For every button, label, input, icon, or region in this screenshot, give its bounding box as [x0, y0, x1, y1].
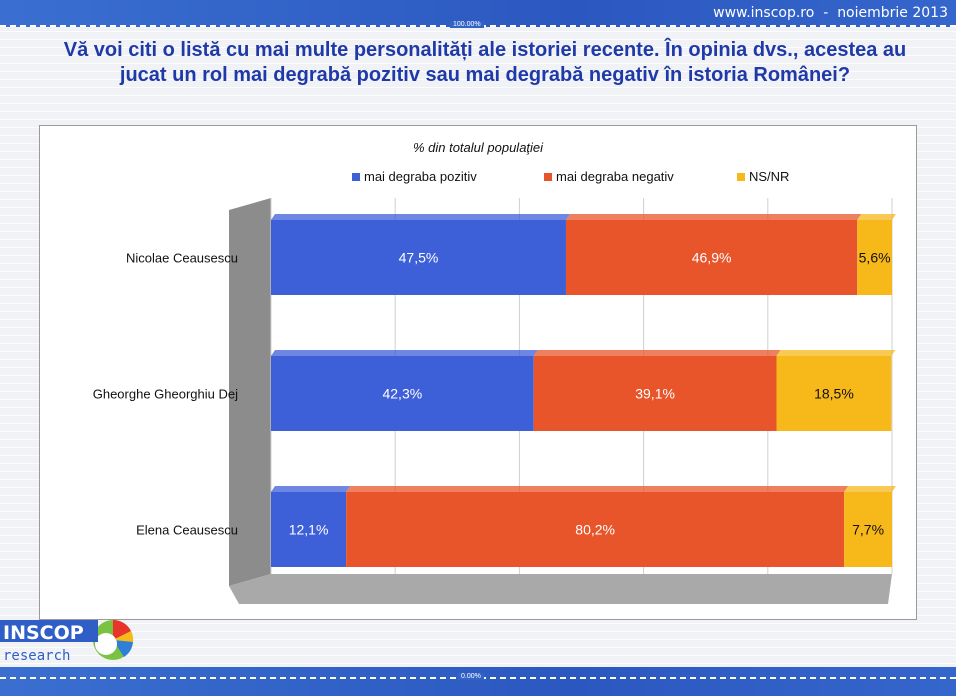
- data-label: 47,5%: [399, 250, 439, 266]
- bar-top-3: [857, 214, 896, 220]
- legend-label-1: mai degraba pozitiv: [364, 169, 477, 184]
- chart-subtitle: % din totalul populaţiei: [413, 140, 544, 155]
- bar-segment-1: [271, 356, 534, 431]
- legend-label-2: mai degraba negativ: [556, 169, 674, 184]
- bar-top-1: [271, 486, 351, 492]
- data-label: 39,1%: [635, 386, 675, 402]
- report-date: noiembrie 2013: [837, 5, 948, 21]
- bar-top-2: [565, 214, 862, 220]
- data-label: 18,5%: [814, 386, 854, 402]
- logo-text-sub: research: [3, 648, 70, 664]
- category-label: Nicolae Ceausescu: [126, 251, 238, 266]
- legend-label-3: NS/NR: [749, 169, 789, 184]
- bar-segment-3: [857, 220, 892, 295]
- bar-top-1: [271, 350, 538, 356]
- logo-text-main: INSCOP: [3, 622, 84, 644]
- chart-panel: % din totalul populaţiei mai degraba pozi…: [39, 125, 917, 620]
- chart-floor: [229, 574, 892, 604]
- footer-band: 0.00%: [0, 667, 956, 696]
- bottom-scale-label: 0.00%: [458, 673, 484, 680]
- inscop-logo: INSCOP research: [0, 614, 140, 668]
- inscop-logo-graphic: INSCOP research: [0, 619, 134, 664]
- bar-segment-1: [271, 220, 566, 295]
- page-title: Vă voi citi o listă cu mai multe persona…: [63, 39, 907, 86]
- bar-segment-1: [271, 492, 347, 567]
- legend-swatch-2: [544, 173, 552, 181]
- data-label: 7,7%: [852, 522, 884, 538]
- site-url: www.inscop.ro: [713, 5, 815, 21]
- bar-segment-2: [346, 492, 845, 567]
- bar-segment-2: [565, 220, 858, 295]
- legend-swatch-1: [352, 173, 360, 181]
- bar-top-2: [346, 486, 849, 492]
- bar-segment-3: [776, 356, 892, 431]
- chart-side-wall: [229, 198, 271, 586]
- data-label: 12,1%: [289, 522, 329, 538]
- data-label: 42,3%: [382, 386, 422, 402]
- header-separator: -: [823, 5, 829, 21]
- data-label: 80,2%: [575, 522, 615, 538]
- legend-swatch-3: [737, 173, 745, 181]
- bar-top-3: [776, 350, 896, 356]
- bar-segment-3: [844, 492, 892, 567]
- category-label: Gheorghe Gheorghiu Dej: [93, 387, 238, 402]
- bar-top-3: [844, 486, 896, 492]
- bar-segment-2: [533, 356, 777, 431]
- top-scale-label: 100.00%: [450, 21, 484, 28]
- bar-top-1: [271, 214, 570, 220]
- data-label: 5,6%: [859, 250, 891, 266]
- header-info: www.inscop.ro - noiembrie 2013: [713, 5, 948, 21]
- bar-top-2: [533, 350, 781, 356]
- stacked-bar-chart: % din totalul populaţiei mai degraba pozi…: [93, 140, 896, 604]
- data-label: 46,9%: [692, 250, 732, 266]
- header-band: 100.00% www.inscop.ro - noiembrie 2013: [0, 0, 956, 28]
- category-label: Elena Ceausescu: [136, 523, 238, 538]
